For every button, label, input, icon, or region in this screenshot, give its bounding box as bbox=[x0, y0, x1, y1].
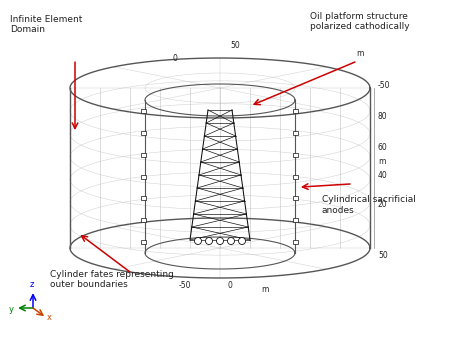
Circle shape bbox=[217, 237, 224, 245]
Text: z: z bbox=[30, 280, 34, 289]
Text: -50: -50 bbox=[179, 281, 191, 290]
Text: m: m bbox=[378, 157, 385, 166]
Text: 40: 40 bbox=[378, 171, 388, 181]
Bar bbox=[293, 218, 299, 222]
Text: m: m bbox=[356, 49, 364, 58]
Text: 0: 0 bbox=[173, 54, 177, 63]
Text: 60: 60 bbox=[378, 143, 388, 152]
Bar bbox=[142, 153, 146, 157]
Text: -50: -50 bbox=[378, 81, 391, 91]
Text: 20: 20 bbox=[378, 200, 388, 209]
Text: Infinite Element
Domain: Infinite Element Domain bbox=[10, 15, 82, 35]
Text: 50: 50 bbox=[378, 251, 388, 261]
Circle shape bbox=[228, 237, 235, 245]
Circle shape bbox=[206, 237, 212, 245]
Bar bbox=[142, 218, 146, 222]
Text: x: x bbox=[47, 313, 52, 322]
Bar bbox=[142, 240, 146, 244]
Text: Cylinder fates representing
outer boundaries: Cylinder fates representing outer bounda… bbox=[50, 270, 174, 289]
Text: Cylindrical sacrificial
anodes: Cylindrical sacrificial anodes bbox=[322, 195, 416, 214]
Text: m: m bbox=[261, 285, 269, 294]
Bar bbox=[293, 109, 299, 113]
Text: 50: 50 bbox=[230, 41, 240, 50]
Bar bbox=[142, 131, 146, 135]
Bar bbox=[293, 240, 299, 244]
Text: y: y bbox=[9, 304, 14, 314]
Bar bbox=[142, 174, 146, 179]
Text: Oil platform structure
polarized cathodically: Oil platform structure polarized cathodi… bbox=[310, 12, 410, 31]
Circle shape bbox=[194, 237, 201, 245]
Text: 0: 0 bbox=[228, 281, 232, 290]
Bar bbox=[142, 196, 146, 200]
Circle shape bbox=[238, 237, 246, 245]
Text: 80: 80 bbox=[378, 112, 388, 121]
Bar bbox=[142, 109, 146, 113]
Bar bbox=[293, 131, 299, 135]
Bar bbox=[293, 174, 299, 179]
Bar bbox=[293, 153, 299, 157]
Bar bbox=[293, 196, 299, 200]
